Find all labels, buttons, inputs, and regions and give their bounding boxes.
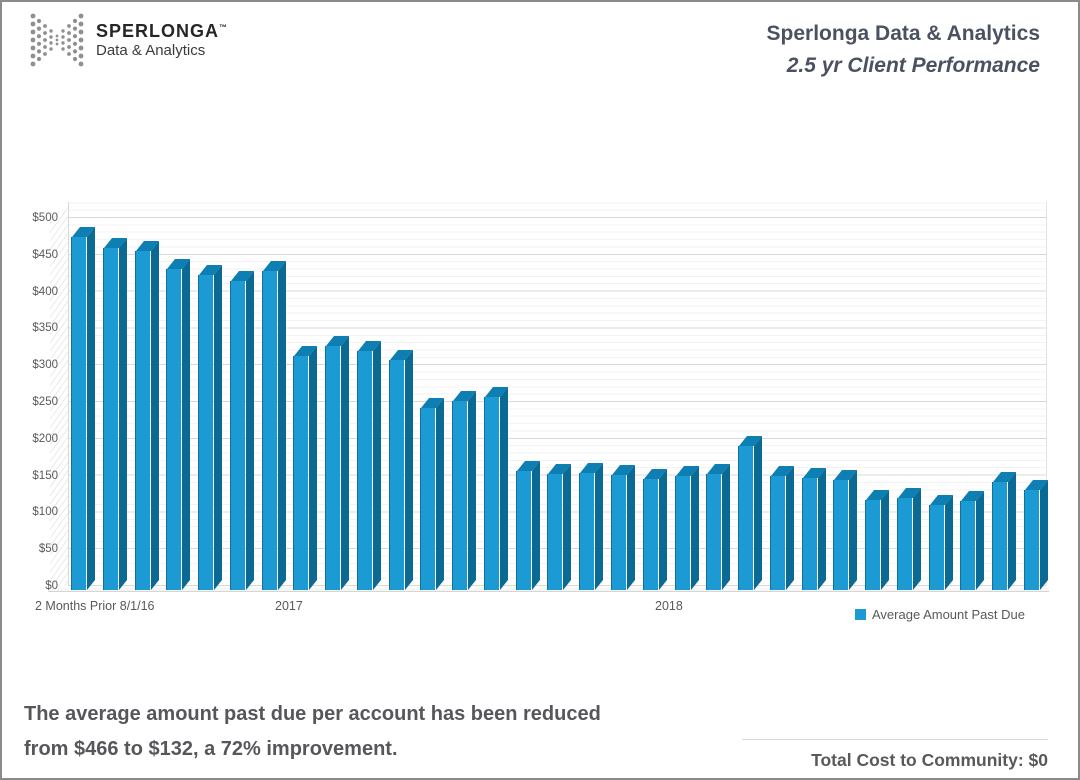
- bar: [642, 479, 658, 590]
- y-tick-label: $150: [32, 469, 58, 482]
- bar: [960, 501, 976, 590]
- bar: [515, 471, 531, 590]
- y-tick-label: $500: [32, 212, 58, 224]
- title-block: Sperlonga Data & Analytics 2.5 yr Client…: [767, 18, 1040, 81]
- bar-slot: [229, 280, 253, 590]
- bar-slot: [928, 505, 952, 590]
- bar-slot: [579, 473, 602, 590]
- y-tick-label: $100: [32, 506, 58, 519]
- bar: [928, 505, 944, 590]
- bar: [674, 476, 690, 590]
- bar-slot: [674, 476, 698, 590]
- chart-subtitle: 2.5 yr Client Performance: [786, 53, 1040, 77]
- y-tick-label: $350: [32, 322, 58, 335]
- bar: [166, 268, 182, 590]
- y-tick-label: $300: [32, 359, 58, 372]
- legend: Average Amount Past Due: [855, 607, 1025, 622]
- bar: [738, 446, 754, 590]
- bar-slot: [515, 471, 539, 590]
- bar-slot: [769, 476, 793, 590]
- bar: [198, 274, 214, 590]
- bar-slot: [325, 346, 348, 590]
- bar: [71, 237, 86, 590]
- logo-brand: SPERLONGA™: [96, 21, 228, 42]
- bar-slot: [452, 400, 475, 590]
- bar-slot: [261, 271, 285, 590]
- bar-slot: [706, 474, 729, 590]
- bar-slot: [896, 498, 920, 590]
- y-axis: $0 $50 $100 $150 $200 $250 $300 $350 $400 $450 $50…: [2, 202, 58, 592]
- summary-line-2: from $466 to $132, a 72% improvement.: [24, 738, 398, 760]
- bar-slot: [198, 274, 221, 590]
- bar-slot: [642, 479, 666, 590]
- bar-slot: [738, 446, 761, 590]
- bar: [261, 271, 277, 590]
- y-tick-label: $250: [32, 396, 58, 408]
- y-tick-label: $450: [32, 248, 58, 261]
- bar-slot: [1023, 490, 1047, 590]
- bar: [483, 396, 499, 590]
- bar: [833, 480, 849, 590]
- bar-slot: [166, 268, 189, 590]
- sperlonga-logo-icon: [30, 13, 84, 67]
- bar: [992, 481, 1008, 590]
- bar-slot: [483, 396, 507, 590]
- y-tick-label: $50: [38, 543, 58, 556]
- summary-line-1: The average amount past due per account …: [24, 703, 601, 725]
- bar-slot: [134, 251, 158, 590]
- legend-swatch: [855, 609, 866, 620]
- x-axis-label-prior: 2 Months Prior 8/1/16: [35, 599, 155, 613]
- legend-label: Average Amount Past Due: [872, 607, 1025, 622]
- bar: [1023, 490, 1039, 590]
- bar: [896, 498, 912, 590]
- bar: [452, 400, 468, 590]
- y-tick-label: $0: [45, 580, 58, 592]
- bar-slot: [865, 499, 888, 590]
- bar-slot: [102, 247, 126, 590]
- bar: [801, 477, 817, 590]
- x-axis-label-2018: 2018: [655, 599, 683, 613]
- bar: [356, 351, 372, 590]
- bar: [325, 346, 341, 590]
- bar-slot: [960, 501, 983, 590]
- bar-slot: [992, 481, 1015, 590]
- bar-slot: [388, 359, 412, 590]
- bar: [865, 499, 881, 590]
- bar-slot: [801, 477, 825, 590]
- bar: [293, 355, 309, 590]
- bar-slot: [293, 355, 316, 590]
- bar: [547, 474, 563, 590]
- bar: [769, 476, 785, 590]
- total-cost-label: Total Cost to Community: $0: [742, 739, 1048, 771]
- bar-slot: [833, 480, 856, 590]
- chart-title: Sperlonga Data & Analytics: [766, 22, 1040, 45]
- bar: [388, 359, 404, 590]
- bar: [229, 280, 245, 590]
- bar-slot: [547, 474, 570, 590]
- bar: [706, 474, 722, 590]
- bar-slot: [611, 474, 634, 590]
- y-tick-label: $400: [32, 285, 58, 298]
- bar-chart: $0 $50 $100 $150 $200 $250 $300 $350 $400 $450 $50…: [2, 2, 1078, 662]
- bar-series: [69, 202, 1047, 590]
- bar-slot: [356, 351, 380, 590]
- bar-slot: [71, 237, 94, 590]
- y-tick-label: $200: [32, 432, 58, 445]
- x-axis-label-2017: 2017: [275, 599, 303, 613]
- bar: [611, 474, 627, 590]
- logo-trademark: ™: [219, 23, 228, 33]
- bar: [420, 408, 436, 590]
- bar: [102, 247, 118, 590]
- sperlonga-logo: SPERLONGA™ Data & Analytics: [28, 12, 227, 68]
- logo-text: SPERLONGA™ Data & Analytics: [96, 21, 227, 59]
- bar-slot: [420, 408, 443, 590]
- logo-tagline: Data & Analytics: [96, 41, 206, 59]
- bar: [134, 251, 150, 590]
- bar: [579, 473, 595, 590]
